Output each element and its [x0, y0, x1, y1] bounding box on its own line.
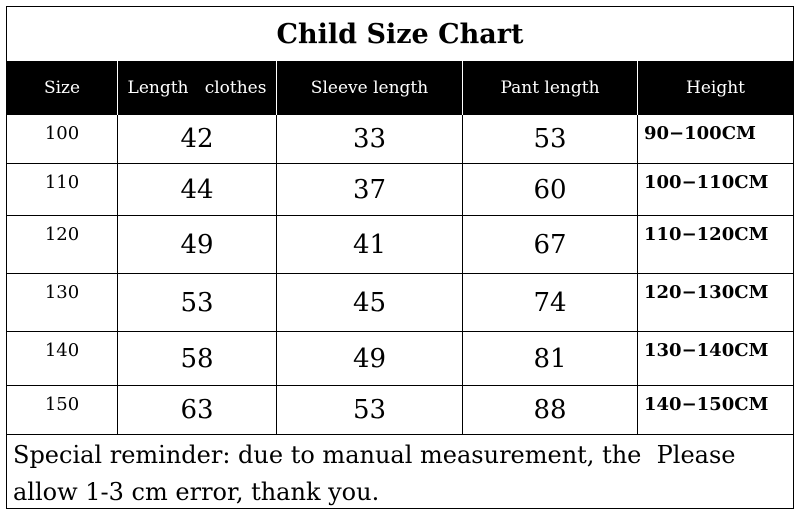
- size-chart: Child Size Chart Size Length clothes Sle…: [6, 6, 794, 509]
- size-cell: 110: [7, 164, 118, 215]
- length-cell: 49: [118, 216, 277, 273]
- length-cell: 53: [118, 274, 277, 331]
- sleeve-cell: 33: [277, 115, 463, 163]
- pant-cell: 53: [463, 115, 638, 163]
- size-cell: 150: [7, 386, 118, 434]
- length-cell: 58: [118, 332, 277, 385]
- sleeve-cell: 53: [277, 386, 463, 434]
- pant-cell: 60: [463, 164, 638, 215]
- table-row: 140 58 49 81 130−140CM: [7, 332, 793, 386]
- height-cell: 120−130CM: [644, 282, 769, 303]
- header-pant-length: Pant length: [463, 61, 638, 115]
- pant-cell: 74: [463, 274, 638, 331]
- reminder-line-2: allow 1-3 cm error, thank you.: [13, 478, 380, 506]
- table-row: 150 63 53 88 140−150CM: [7, 386, 793, 435]
- height-cell: 130−140CM: [644, 340, 769, 361]
- height-cell: 140−150CM: [644, 394, 769, 415]
- table-row: 100 42 33 53 90−100CM: [7, 115, 793, 164]
- table-body: 100 42 33 53 90−100CM 110 44 37 60 100−1…: [7, 115, 793, 435]
- length-cell: 63: [118, 386, 277, 434]
- pant-cell: 81: [463, 332, 638, 385]
- reminder-line-1: Special reminder: due to manual measurem…: [13, 441, 736, 469]
- size-cell: 120: [7, 216, 118, 273]
- header-height: Height: [686, 78, 745, 98]
- header-sleeve-length: Sleeve length: [277, 61, 463, 115]
- header-size: Size: [7, 61, 118, 115]
- table-row: 120 49 41 67 110−120CM: [7, 216, 793, 274]
- sleeve-cell: 41: [277, 216, 463, 273]
- length-cell: 42: [118, 115, 277, 163]
- height-cell: 110−120CM: [644, 224, 769, 245]
- height-cell: 100−110CM: [644, 172, 769, 193]
- pant-cell: 88: [463, 386, 638, 434]
- special-reminder: Special reminder: due to manual measurem…: [7, 427, 793, 509]
- chart-title: Child Size Chart: [276, 18, 524, 50]
- table-row: 110 44 37 60 100−110CM: [7, 164, 793, 216]
- table-header: Size Length clothes Sleeve length Pant l…: [7, 61, 793, 115]
- sleeve-cell: 37: [277, 164, 463, 215]
- length-cell: 44: [118, 164, 277, 215]
- size-cell: 140: [7, 332, 118, 385]
- size-cell: 130: [7, 274, 118, 331]
- size-cell: 100: [7, 115, 118, 163]
- table-row: 130 53 45 74 120−130CM: [7, 274, 793, 332]
- sleeve-cell: 45: [277, 274, 463, 331]
- header-length-clothes: Length clothes: [118, 61, 277, 115]
- sleeve-cell: 49: [277, 332, 463, 385]
- height-cell: 90−100CM: [644, 123, 756, 144]
- pant-cell: 67: [463, 216, 638, 273]
